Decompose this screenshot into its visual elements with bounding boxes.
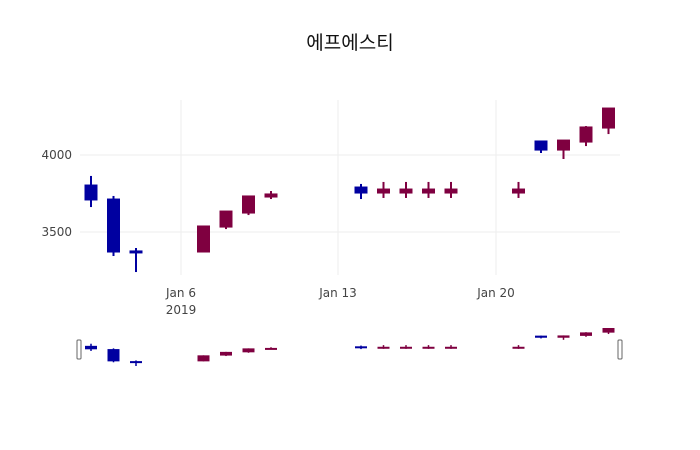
slider-candle (220, 351, 232, 357)
slider-candle (557, 335, 570, 340)
candle[interactable] (557, 139, 570, 160)
candle[interactable] (129, 248, 143, 273)
candle[interactable] (444, 181, 458, 198)
x-tick-jan6: Jan 6 (165, 286, 196, 300)
slider-candle (85, 343, 97, 351)
range-slider-left-handle[interactable] (76, 339, 82, 360)
slider-candle (400, 345, 412, 349)
candle[interactable] (219, 210, 233, 230)
slider-candle (242, 348, 255, 353)
range-slider[interactable] (85, 328, 615, 366)
candle[interactable] (512, 181, 525, 198)
candle[interactable] (399, 181, 413, 198)
candles[interactable] (84, 107, 615, 273)
slider-candle (602, 328, 615, 335)
candle[interactable] (534, 140, 548, 153)
candle[interactable] (242, 195, 255, 216)
slider-candle (107, 348, 120, 363)
x-tick-jan13: Jan 13 (318, 286, 357, 300)
slider-candle (265, 347, 277, 350)
slider-candle (512, 345, 525, 349)
slider-candle (535, 335, 547, 339)
slider-candle (130, 360, 142, 366)
grid-lines (80, 100, 620, 275)
candle[interactable] (422, 181, 435, 198)
slider-candle (580, 332, 592, 337)
chart-title: 에프에스티 (306, 32, 394, 54)
candle[interactable] (107, 195, 120, 257)
slider-candle (197, 355, 210, 362)
candle[interactable] (579, 126, 593, 147)
x-tick-year: 2019 (166, 303, 197, 317)
range-slider-right-handle[interactable] (617, 339, 623, 360)
y-tick-3500: 3500 (41, 225, 72, 239)
y-tick-4000: 4000 (41, 148, 72, 162)
axis-labels: 4000 3500 Jan 6 2019 Jan 13 Jan 20 (41, 148, 514, 317)
candle[interactable] (197, 225, 210, 253)
candle[interactable] (84, 175, 98, 208)
x-tick-jan20: Jan 20 (476, 286, 515, 300)
slider-candle (445, 345, 457, 349)
slider-candle (377, 345, 390, 349)
candle[interactable] (377, 181, 390, 198)
candle[interactable] (354, 183, 368, 200)
slider-candle (355, 345, 367, 350)
slider-candle (422, 345, 435, 349)
candle[interactable] (602, 107, 615, 135)
candle[interactable] (264, 191, 278, 200)
